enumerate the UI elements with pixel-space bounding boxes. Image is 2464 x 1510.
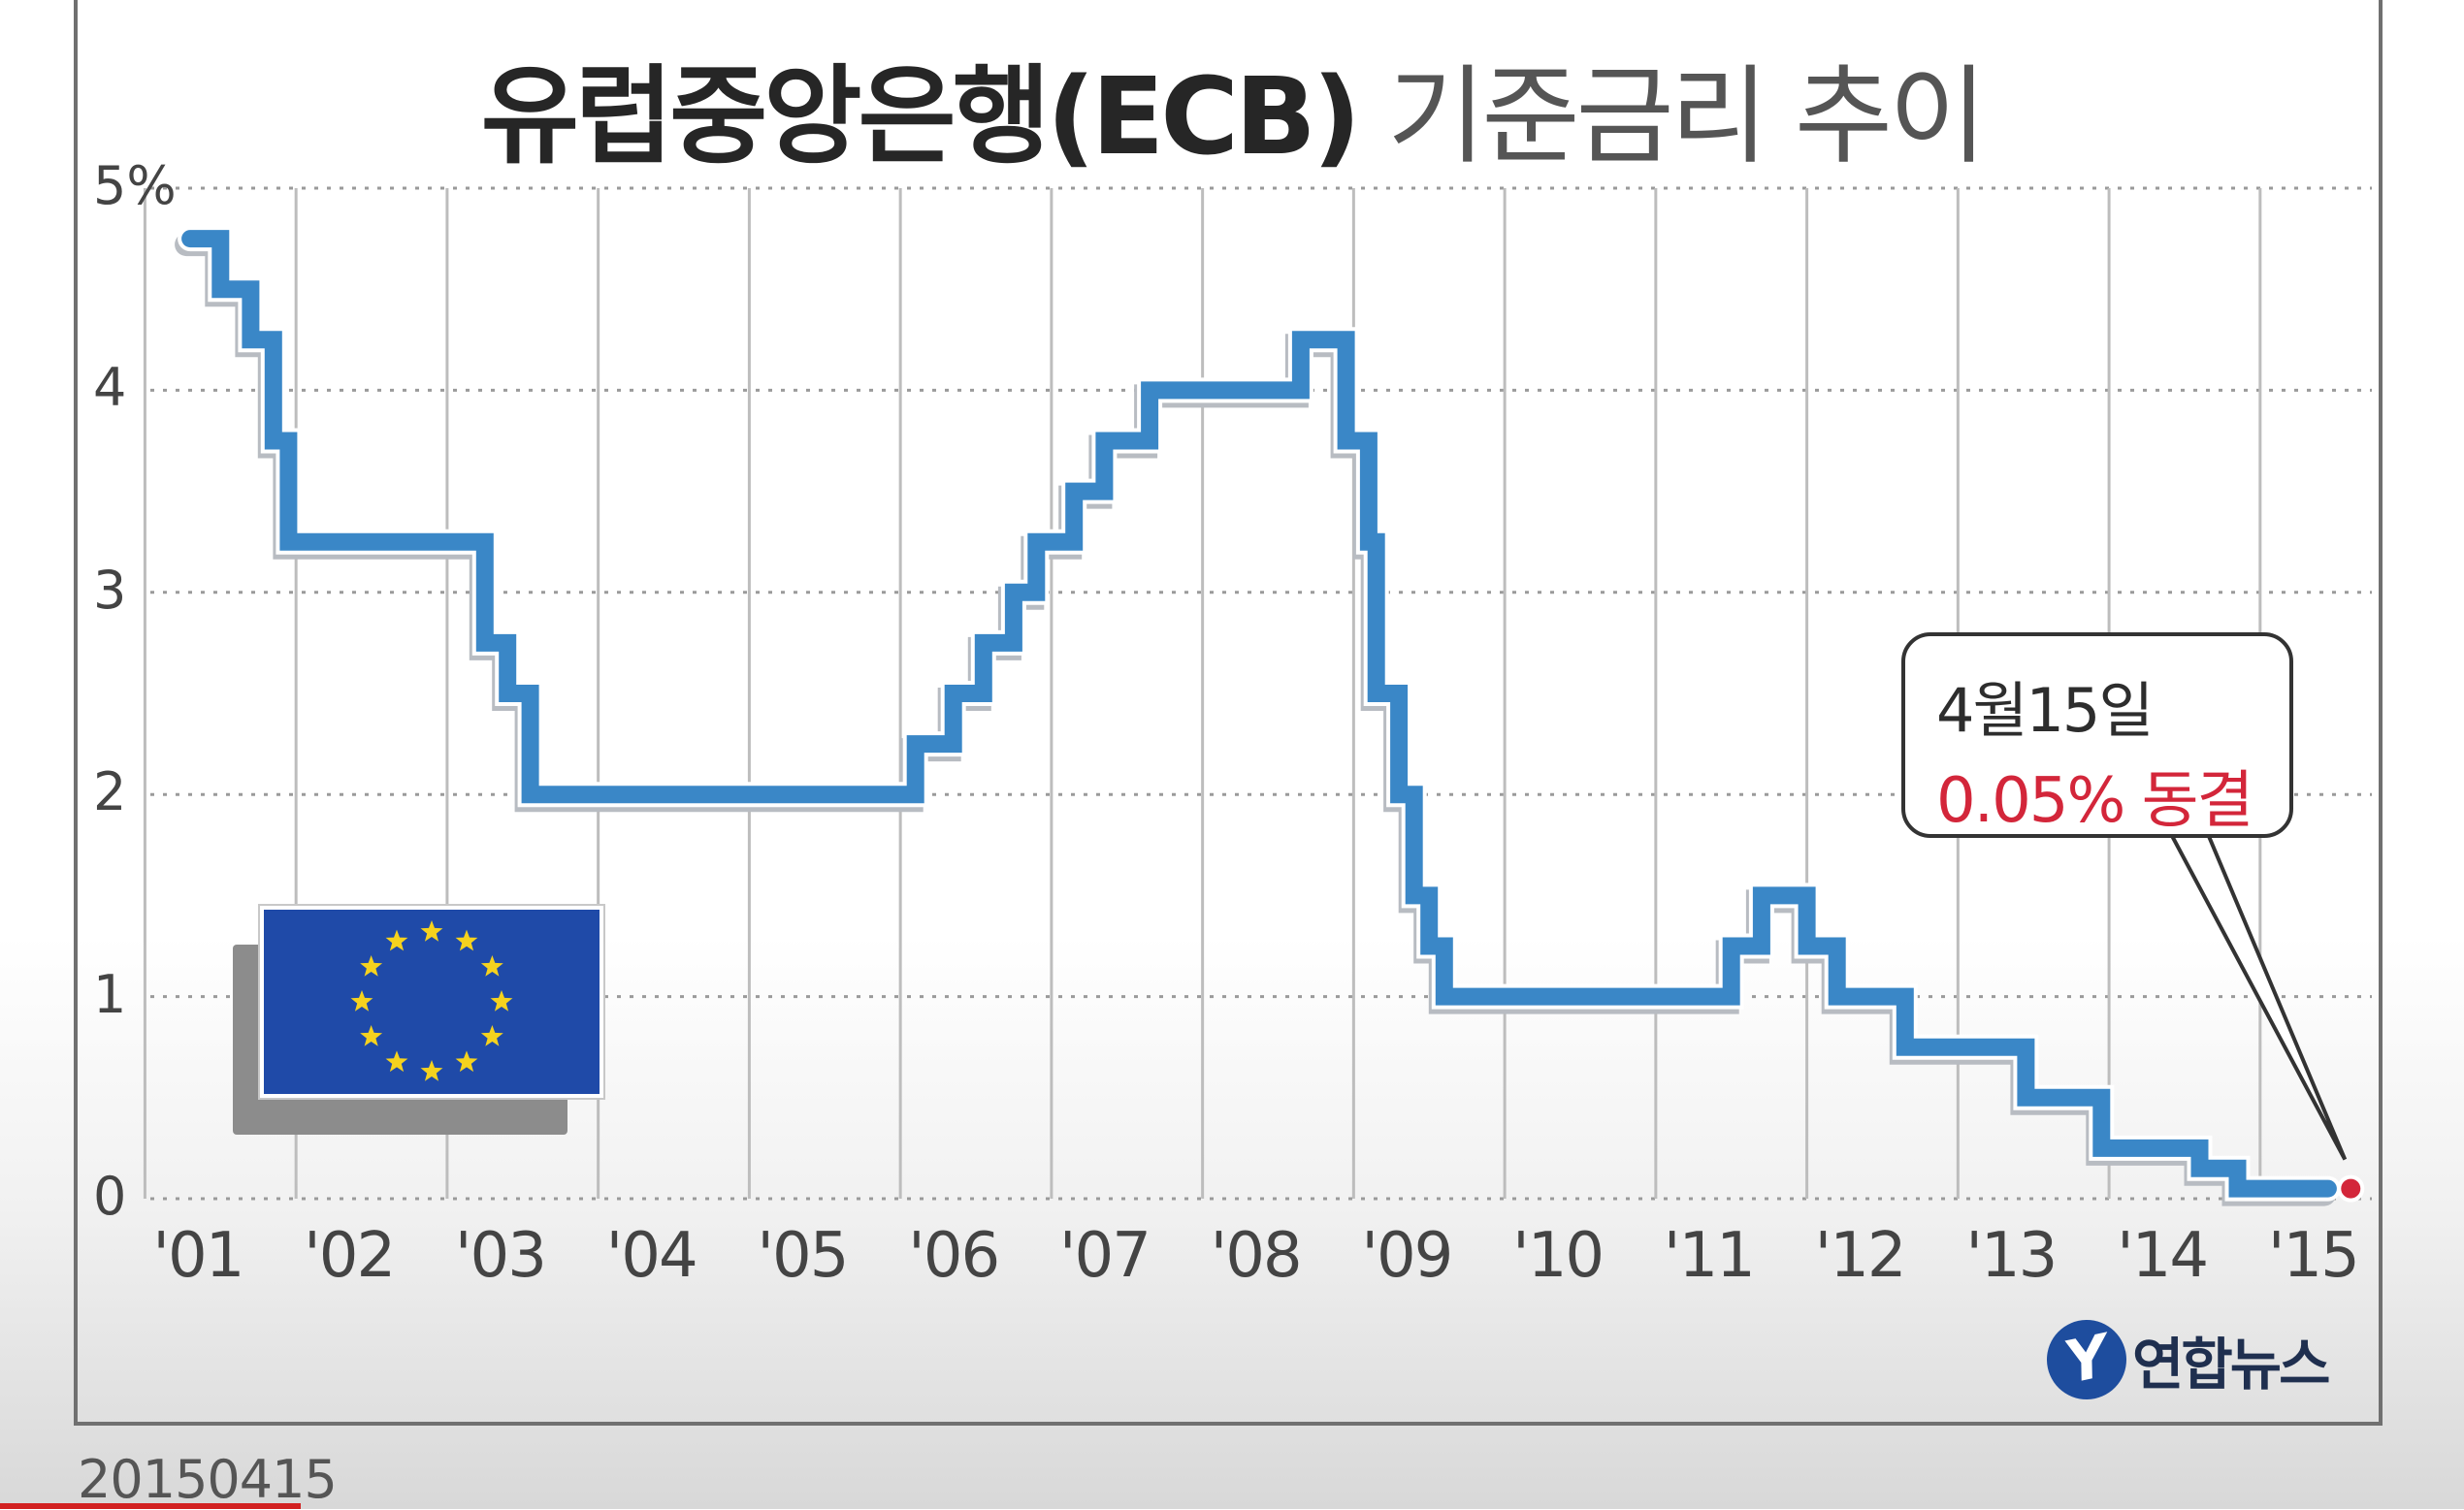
chart-marker-layer — [2337, 1174, 2365, 1203]
eu-star-8 — [360, 1025, 383, 1046]
page-title: 유럽중앙은행(ECB) 기준금리 추이 — [0, 29, 2464, 184]
y-tick-label: 5% — [93, 155, 177, 216]
x-tick-label: '15 — [2267, 1220, 2360, 1292]
x-tick-label: '01 — [152, 1220, 244, 1292]
x-tick-label: '14 — [2117, 1220, 2209, 1292]
highlight-point-0 — [2337, 1174, 2365, 1203]
callout-value: 0.05% 동결 — [1936, 765, 2253, 837]
eu-star-7 — [385, 1050, 408, 1073]
x-tick-label: '07 — [1058, 1220, 1151, 1292]
x-tick-label: '03 — [454, 1220, 547, 1292]
title-sub: 기준금리 추이 — [1387, 54, 1987, 178]
eu-star-9 — [350, 990, 373, 1012]
yonhap-logo-icon: Y — [2039, 1312, 2134, 1407]
chart-series-layer — [175, 226, 2341, 1206]
eu-star-3 — [490, 990, 513, 1012]
y-tick-label: 0 — [93, 1166, 127, 1227]
y-tick-label: 2 — [93, 761, 127, 823]
title-main: 유럽중앙은행(ECB) — [480, 54, 1361, 178]
x-tick-label: '08 — [1210, 1220, 1303, 1292]
yonhap-logo-text: 연합뉴스 — [2132, 1332, 2330, 1398]
x-tick-label: '11 — [1663, 1220, 1756, 1292]
x-tick-label: '02 — [304, 1220, 396, 1292]
eu-star-2 — [480, 955, 503, 977]
eu-stars-icon — [350, 920, 513, 1081]
date-stamp: 20150415 — [78, 1449, 338, 1510]
eu-flag-icon — [260, 906, 603, 1098]
eu-star-4 — [480, 1025, 503, 1046]
y-tick-label: 3 — [93, 559, 127, 621]
x-tick-label: '10 — [1512, 1220, 1605, 1292]
x-tick-label: '13 — [1965, 1220, 2058, 1292]
eu-star-10 — [360, 955, 383, 977]
x-tick-label: '05 — [757, 1220, 849, 1292]
eu-star-11 — [385, 929, 408, 951]
x-tick-label: '04 — [605, 1220, 698, 1292]
series-line-0 — [181, 230, 2337, 1198]
red-marker-strip — [0, 1503, 301, 1509]
x-tick-label: '06 — [908, 1220, 1000, 1292]
callout-annotation: 4월15일 0.05% 동결 — [1901, 632, 2293, 838]
x-tick-label: '09 — [1361, 1220, 1453, 1292]
y-tick-label: 4 — [93, 357, 127, 419]
x-tick-label: '12 — [1814, 1220, 1907, 1292]
eu-star-6 — [420, 1060, 443, 1081]
eu-star-0 — [420, 920, 443, 942]
y-tick-label: 1 — [93, 963, 127, 1025]
callout-date: 4월15일 — [1936, 675, 2154, 746]
eu-star-5 — [455, 1050, 478, 1073]
eu-star-1 — [455, 929, 478, 951]
yonhap-logo: Y 연합뉴스 — [2039, 1312, 2330, 1407]
